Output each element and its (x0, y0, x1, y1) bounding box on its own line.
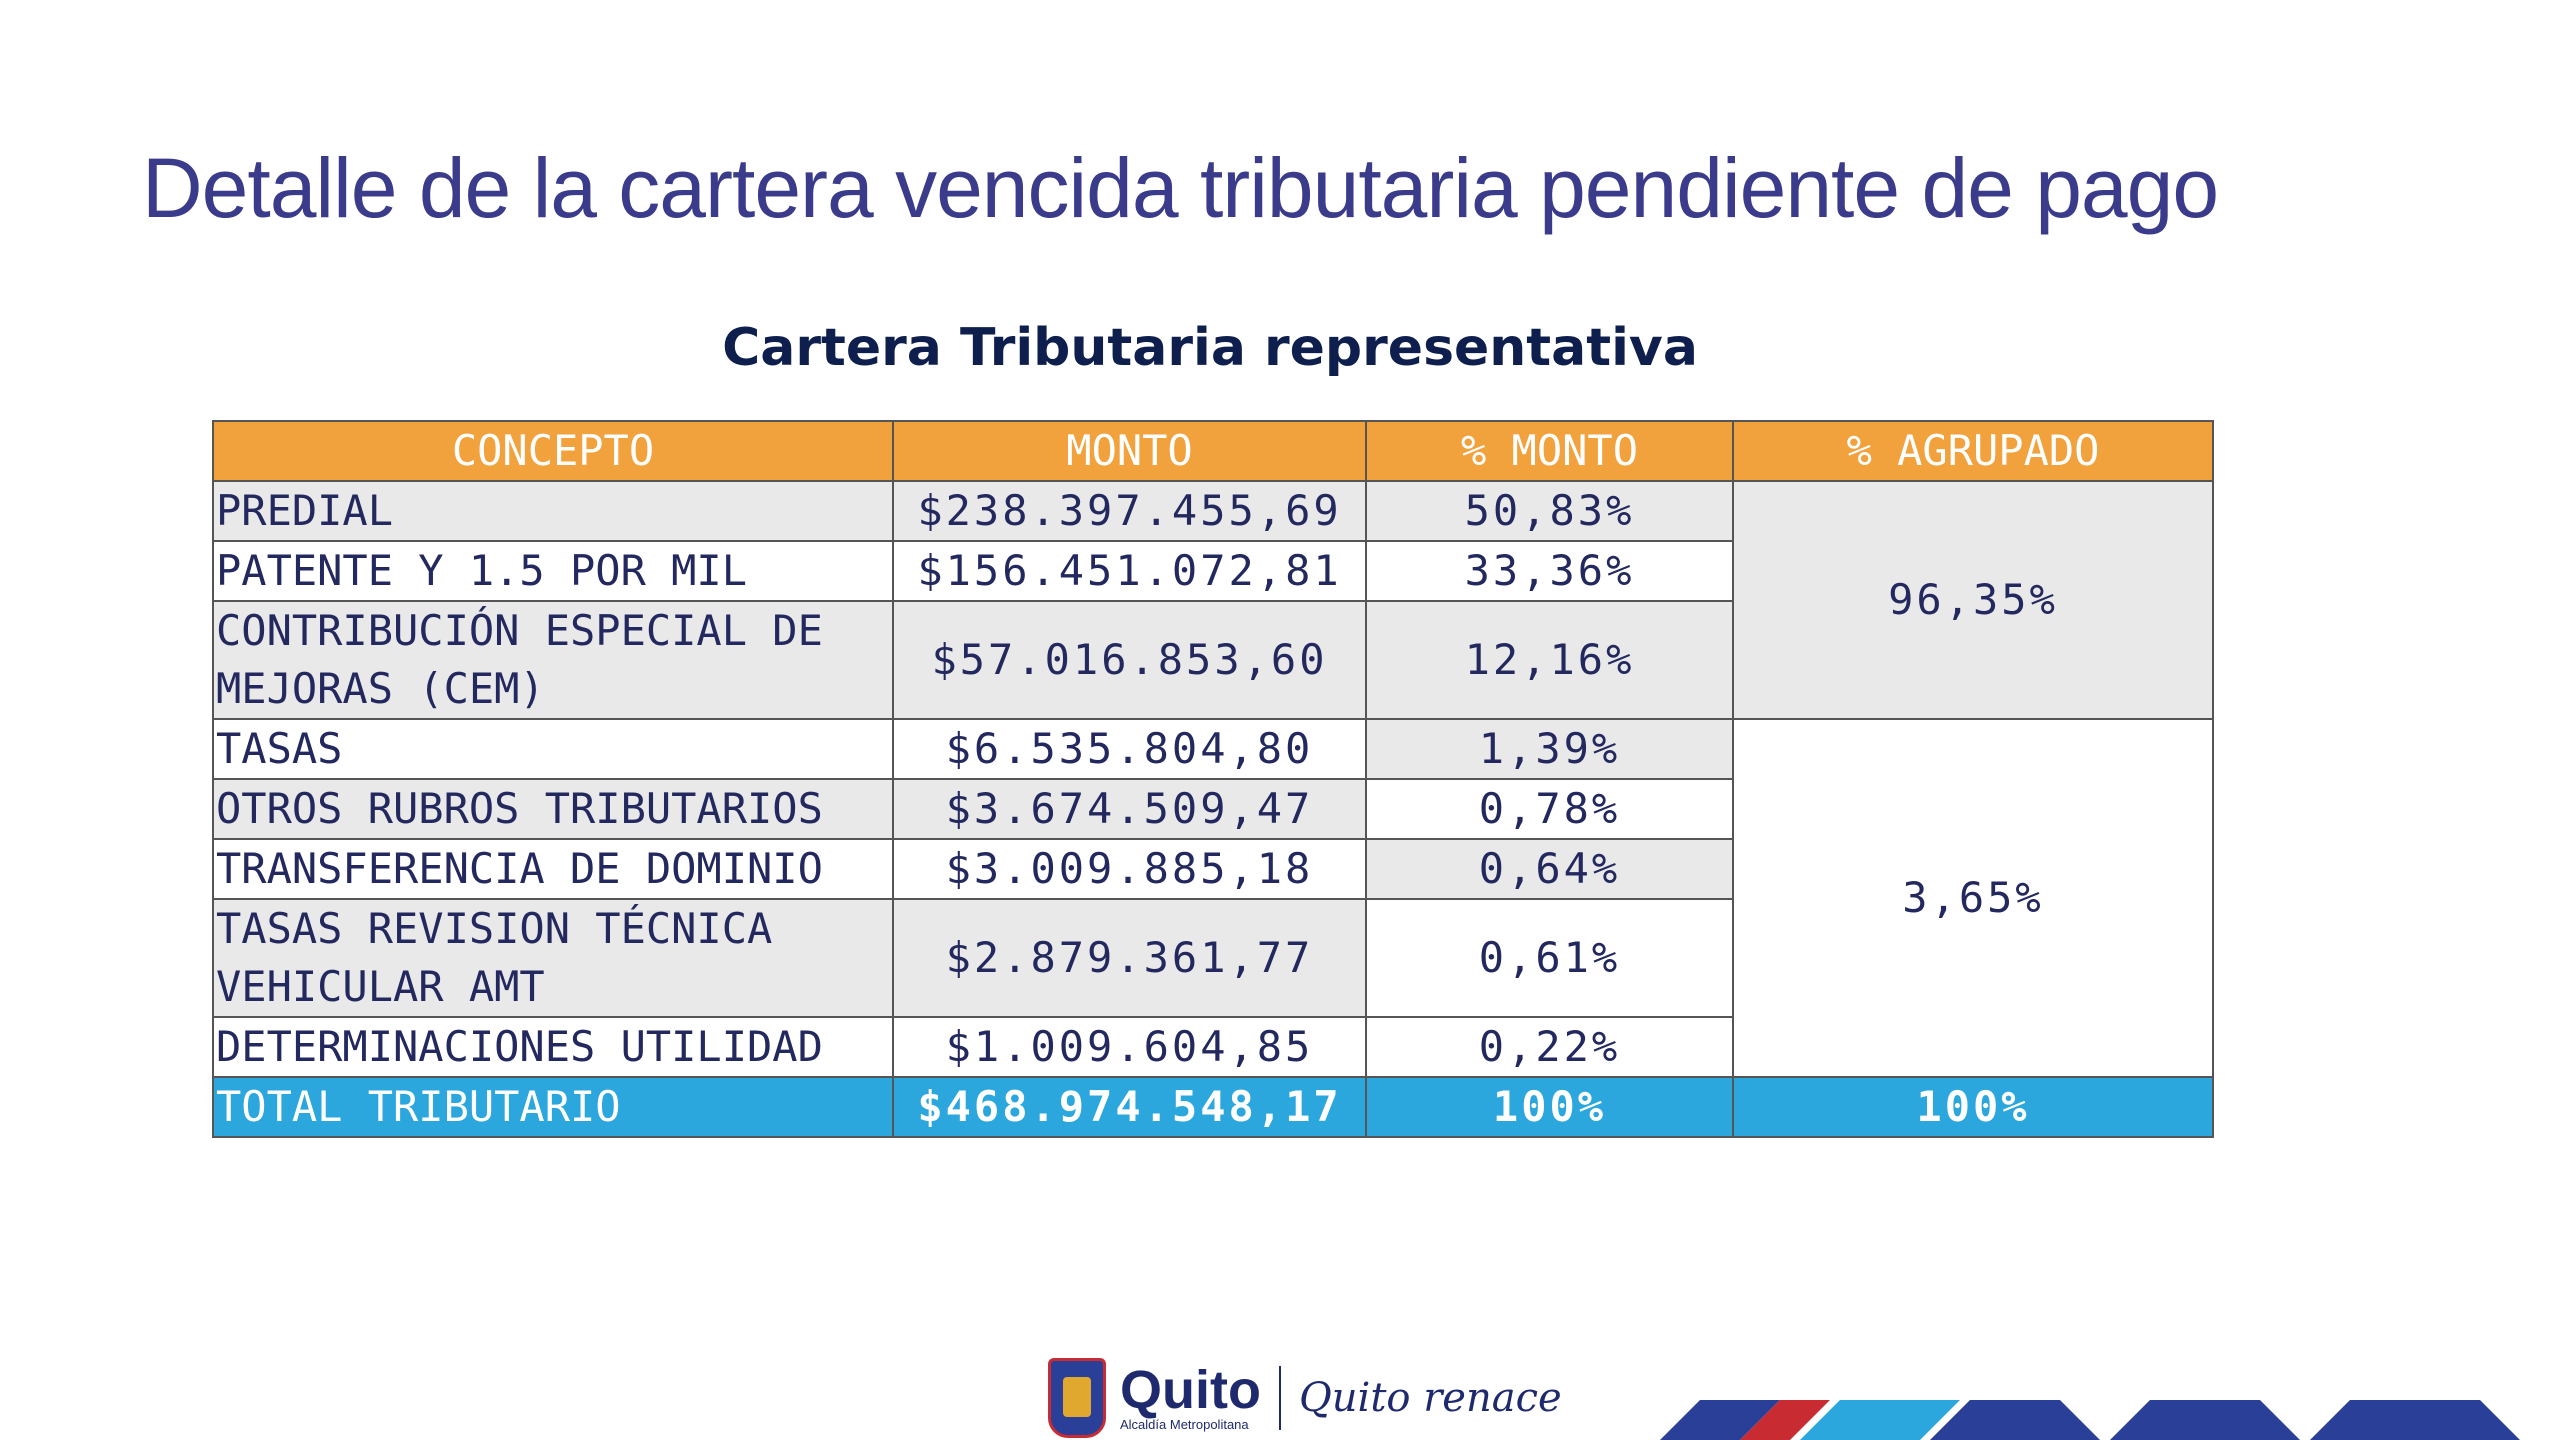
row-concepto: DETERMINACIONES UTILIDAD (212, 1016, 894, 1078)
table-row: CONTRIBUCIÓN ESPECIAL DE MEJORAS (CEM) $… (212, 600, 2213, 720)
header-concepto: CONCEPTO (212, 420, 894, 482)
table-row: TRANSFERENCIA DE DOMINIO $3.009.885,18 0… (212, 838, 2213, 900)
table-subtitle: Cartera Tributaria representativa (722, 318, 1698, 378)
row-pct: 1,39% (1365, 718, 1734, 780)
row-pct: 33,36% (1365, 540, 1734, 602)
row-monto: $2.879.361,77 (892, 898, 1367, 1018)
row-monto: $3.674.509,47 (892, 778, 1367, 840)
table-header-row: CONCEPTO MONTO % MONTO % AGRUPADO (212, 420, 2214, 482)
slogan: Quito renace (1298, 1374, 1562, 1421)
cartera-table: CONCEPTO MONTO % MONTO % AGRUPADO PREDIA… (212, 420, 2214, 1138)
row-concepto: PREDIAL (212, 480, 894, 542)
row-concepto: OTROS RUBROS TRIBUTARIOS (212, 778, 894, 840)
row-monto: $57.016.853,60 (892, 600, 1367, 720)
row-concepto: PATENTE Y 1.5 POR MIL (212, 540, 894, 602)
table-row: PATENTE Y 1.5 POR MIL $156.451.072,81 33… (212, 540, 2213, 602)
logo-name: Quito (1120, 1360, 1261, 1420)
total-monto: $468.974.548,17 (892, 1076, 1367, 1138)
row-concepto: CONTRIBUCIÓN ESPECIAL DE MEJORAS (CEM) (212, 600, 894, 720)
grouped-pct-major: 96,35% (1732, 480, 2214, 720)
row-pct: 0,64% (1365, 838, 1734, 900)
table-row: DETERMINACIONES UTILIDAD $1.009.604,85 0… (212, 1016, 2213, 1078)
header-monto: MONTO (892, 420, 1367, 482)
header-pct-monto: % MONTO (1365, 420, 1734, 482)
total-pct: 100% (1365, 1076, 1734, 1138)
row-pct: 0,78% (1365, 778, 1734, 840)
row-concepto: TRANSFERENCIA DE DOMINIO (212, 838, 894, 900)
logo-divider (1278, 1365, 1281, 1430)
total-row: TOTAL TRIBUTARIO $468.974.548,17 100% 10… (212, 1076, 2214, 1138)
row-concepto: TASAS (212, 718, 894, 780)
row-monto: $238.397.455,69 (892, 480, 1367, 542)
row-concepto: TASAS REVISION TÉCNICA VEHICULAR AMT (212, 898, 894, 1018)
table-row: PREDIAL $238.397.455,69 50,83% 96,35% (212, 480, 2214, 720)
logo-text: Quito Alcaldía Metropolitana (1120, 1363, 1261, 1432)
coat-of-arms-icon (1048, 1357, 1106, 1438)
table-row: TASAS REVISION TÉCNICA VEHICULAR AMT $2.… (212, 898, 2213, 1018)
slide-title: Detalle de la cartera vencida tributaria… (142, 141, 2219, 235)
row-monto: $3.009.885,18 (892, 838, 1367, 900)
logo-subtitle: Alcaldía Metropolitana (1120, 1417, 1249, 1432)
row-monto: $1.009.604,85 (892, 1016, 1367, 1078)
row-monto: $6.535.804,80 (892, 718, 1367, 780)
row-pct: 50,83% (1365, 480, 1734, 542)
row-monto: $156.451.072,81 (892, 540, 1367, 602)
decorative-pattern (1660, 1400, 2560, 1440)
quito-logo: Quito Alcaldía Metropolitana Quito renac… (1048, 1355, 1562, 1440)
header-pct-agrupado: % AGRUPADO (1732, 420, 2214, 482)
row-pct: 0,61% (1365, 898, 1734, 1018)
table-row: OTROS RUBROS TRIBUTARIOS $3.674.509,47 0… (212, 778, 2213, 840)
row-pct: 12,16% (1365, 600, 1734, 720)
total-concepto: TOTAL TRIBUTARIO (212, 1076, 894, 1138)
total-agrupado: 100% (1732, 1076, 2214, 1138)
grouped-pct-minor: 3,65% (1732, 718, 2214, 1078)
row-pct: 0,22% (1365, 1016, 1734, 1078)
table-row: TASAS $6.535.804,80 1,39% 3,65% (212, 718, 2214, 1078)
